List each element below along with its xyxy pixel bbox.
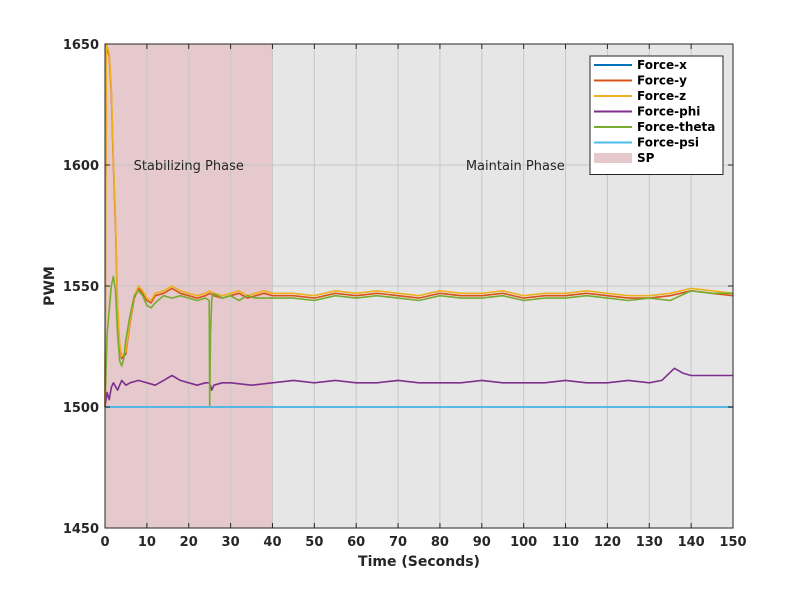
legend-entry: Force-y	[637, 74, 687, 88]
legend-entry: Force-z	[637, 89, 686, 103]
legend-entry: SP	[637, 151, 655, 165]
x-tick-label: 110	[552, 535, 579, 550]
x-tick-label: 150	[719, 535, 746, 550]
phase-label-1: Maintain Phase	[466, 159, 565, 174]
series-lines	[104, 43, 734, 408]
x-tick-label: 50	[305, 535, 323, 550]
legend-swatch	[594, 153, 632, 163]
legend-entry: Force-psi	[637, 136, 699, 150]
x-tick-label: 90	[473, 535, 491, 550]
phase-label-0: Stabilizing Phase	[134, 159, 244, 174]
phase-labels: Stabilizing Phase Maintain Phase	[134, 159, 565, 174]
x-tick-label: 20	[180, 535, 198, 550]
x-tick-label: 30	[222, 535, 240, 550]
y-tick-label: 1450	[63, 522, 99, 537]
x-tick-label: 100	[510, 535, 537, 550]
y-tick-label: 1500	[63, 401, 99, 416]
series-line-force-z	[104, 43, 734, 408]
legend-entry: Force-theta	[637, 120, 715, 134]
x-tick-label: 60	[347, 535, 365, 550]
x-tick-label: 120	[594, 535, 621, 550]
x-tick-label: 130	[636, 535, 663, 550]
x-axis-label: Time (Seconds)	[358, 554, 480, 570]
series-line-force-theta	[104, 275, 733, 408]
y-tick-label: 1600	[63, 159, 99, 174]
x-tick-label: 10	[138, 535, 156, 550]
x-tick-label: 70	[389, 535, 407, 550]
y-axis-label: PWM	[42, 266, 58, 306]
y-tick-label: 1650	[63, 38, 99, 53]
x-tick-label: 140	[678, 535, 705, 550]
axis-ticks: 0 10 20 30 40 50 60 70 80 90 100 110 120 130 140 150 145…	[63, 38, 747, 550]
legend-entry: Force-x	[637, 58, 687, 72]
x-tick-label: 80	[431, 535, 449, 550]
x-tick-label: 0	[100, 535, 109, 550]
series-line-force-phi	[104, 367, 733, 408]
x-tick-label: 40	[263, 535, 281, 550]
legend-entry: Force-phi	[637, 105, 700, 119]
y-tick-label: 1550	[63, 280, 99, 295]
